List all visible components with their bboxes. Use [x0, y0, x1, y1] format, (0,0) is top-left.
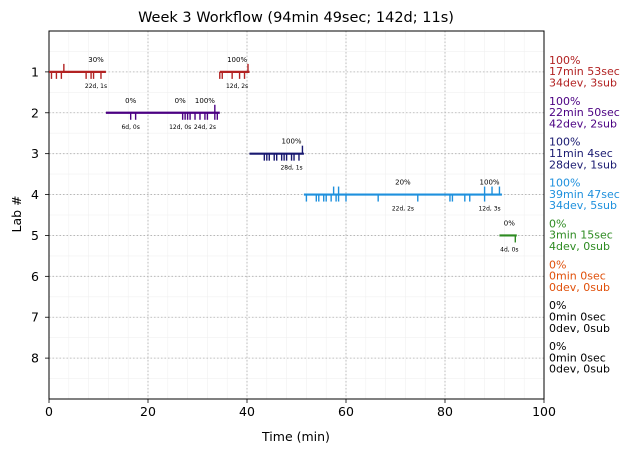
y-tick-label: 2 — [31, 105, 39, 120]
lab-5-summary-line: 3min 15sec — [549, 229, 613, 242]
lab-4-track: 20% 22d, 2s 100% 12d, 3s — [303, 179, 502, 213]
lab-1-summary-line: 34dev, 3sub — [549, 76, 617, 89]
lab-2-summary-line: 42dev, 2sub — [549, 117, 617, 130]
x-tick-label: 60 — [338, 404, 354, 419]
lab-7-summary-line: 0% — [549, 299, 566, 312]
y-tick-label: 7 — [31, 310, 39, 325]
lab-1-summary-line: 17min 53sec — [549, 65, 620, 78]
chart-title: Week 3 Workflow (94min 49sec; 142d; 11s) — [138, 10, 454, 26]
lab-3-summary-line: 11min 4sec — [549, 147, 613, 160]
x-tick-label: 40 — [239, 404, 255, 419]
lab-2-summary-line: 22min 50sec — [549, 106, 620, 119]
y-tick-label: 8 — [31, 351, 39, 366]
y-tick-label: 6 — [31, 269, 39, 284]
lab-7-summary-line: 0min 0sec — [549, 311, 606, 324]
y-tick-label: 1 — [31, 64, 39, 79]
lab-1-info-label: 12d, 2s — [226, 83, 248, 90]
lab-5-track: 0% 4d, 0s — [499, 219, 519, 253]
lab-2-info-label: 24d, 2s — [194, 124, 216, 131]
lab-1-pct-label: 30% — [88, 56, 104, 64]
x-tick-label: 20 — [140, 404, 156, 419]
lab-3-track: 100% 28d, 1s — [249, 138, 304, 172]
lab-1-summary-line: 100% — [549, 54, 580, 67]
lab-4-info-label: 12d, 3s — [478, 206, 500, 213]
x-axis-label: Time (min) — [261, 429, 330, 444]
lab-1-track: 30% 22d, 1s 100% 12d, 2s — [49, 56, 250, 90]
lab-4-pct-label: 20% — [395, 179, 411, 187]
lab-5-summary-line: 4dev, 0sub — [549, 240, 610, 253]
lab-8-summary-line: 0% — [549, 340, 566, 353]
lab-2-summary-line: 100% — [549, 95, 580, 108]
x-tick-label: 80 — [437, 404, 453, 419]
lab-5-pct-label: 0% — [504, 219, 515, 227]
grid — [48, 31, 545, 399]
lab-4-summary-line: 34dev, 5sub — [549, 199, 617, 212]
lab-5-summary-line: 0% — [549, 217, 566, 230]
x-tick-label: 100 — [532, 404, 556, 419]
y-axis-label: Lab # — [9, 195, 24, 232]
lab-1-info-label: 22d, 1s — [85, 83, 107, 90]
data-layer: 30% 22d, 1s 100% 12d, 2s 0% 6d, 0s 0% 12d, 0s 10… — [49, 56, 519, 253]
lab-6-summary-line: 0dev, 0sub — [549, 281, 610, 294]
lab-2-info-label: 12d, 0s — [169, 124, 191, 131]
lab-3-summary-line: 28dev, 1sub — [549, 158, 617, 171]
lab-2-pct-label: 0% — [175, 97, 186, 105]
y-tick-label: 4 — [31, 187, 39, 202]
x-tick-label: 0 — [45, 404, 53, 419]
lab-2-pct-label: 0% — [125, 97, 136, 105]
lab-1-pct-label: 100% — [227, 56, 247, 64]
lab-6-summary-line: 0% — [549, 258, 566, 271]
lab-7-summary-line: 0dev, 0sub — [549, 322, 610, 335]
plot-frame — [48, 30, 545, 400]
lab-4-summary-line: 100% — [549, 177, 580, 190]
lab-6-summary-line: 0min 0sec — [549, 270, 606, 283]
lab-2-pct-label: 100% — [195, 97, 215, 105]
lab-4-summary-line: 39min 47sec — [549, 188, 620, 201]
lab-2-track: 0% 6d, 0s 0% 12d, 0s 100% 24d, 2s — [105, 97, 220, 131]
lab-3-pct-label: 100% — [282, 138, 302, 146]
lab-4-pct-label: 100% — [480, 179, 500, 187]
axes: 0 20 40 60 80 100 1 2 3 4 5 6 7 8 — [31, 64, 556, 419]
lab-2-info-label: 6d, 0s — [121, 124, 139, 131]
lab-8-summary-line: 0min 0sec — [549, 351, 606, 364]
lab-3-info-label: 28d, 1s — [280, 165, 302, 172]
lab-3-summary-line: 100% — [549, 136, 580, 149]
y-tick-label: 3 — [31, 146, 39, 161]
lab-4-info-label: 22d, 2s — [392, 206, 414, 213]
y-tick-label: 5 — [31, 228, 39, 243]
lab-8-summary-line: 0dev, 0sub — [549, 363, 610, 376]
lab-5-info-label: 4d, 0s — [500, 246, 518, 253]
